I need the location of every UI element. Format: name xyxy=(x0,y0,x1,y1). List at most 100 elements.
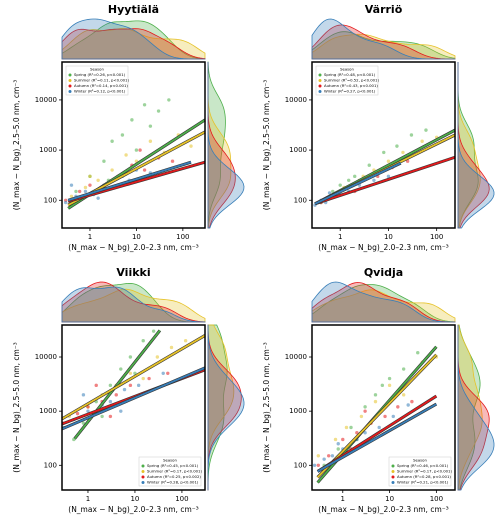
scatter-point xyxy=(169,345,174,350)
x-tick-label: 1 xyxy=(341,495,345,503)
y-tick-label: 10000 xyxy=(35,353,57,361)
scatter-point xyxy=(83,185,88,190)
x-tick-label: 100 xyxy=(430,233,443,241)
marginal-density-x xyxy=(61,286,206,323)
y-tick-label: 1000 xyxy=(39,146,57,154)
marginal-density-x xyxy=(61,18,206,60)
scatter-point xyxy=(363,431,367,435)
fit-line-color xyxy=(317,403,437,473)
scatter-point xyxy=(420,139,424,143)
scatter-point xyxy=(156,109,161,113)
marginal-density-x xyxy=(311,282,456,323)
scatter-point xyxy=(147,376,151,381)
x-tick-label: 10 xyxy=(130,495,139,503)
scatter-point xyxy=(63,200,68,205)
scatter-point xyxy=(142,103,147,107)
x-axis-label: (N_max − N_bg)_2.0–2.3 nm, cm⁻³ xyxy=(68,243,198,252)
legend-label: Spring (R²=0.48, p<0.001) xyxy=(324,72,376,77)
scatter-point xyxy=(330,454,335,458)
legend-marker xyxy=(68,79,72,82)
x-tick-label: 100 xyxy=(176,233,189,241)
marginal-density-y xyxy=(207,324,245,491)
scatter-point xyxy=(81,393,86,397)
scatter-point xyxy=(96,196,100,200)
legend-label: Summer (R²=0.17, p<0.001) xyxy=(147,469,202,474)
scatter-point xyxy=(401,393,406,397)
y-tick-label: 100 xyxy=(294,461,307,469)
scatter-point xyxy=(88,183,92,187)
marginal-density-x xyxy=(61,283,206,323)
scatter-point xyxy=(336,447,340,451)
scatter-point xyxy=(189,144,193,148)
scatter-point xyxy=(151,329,156,333)
scatter-point xyxy=(148,124,153,128)
scatter-point xyxy=(401,150,405,155)
scatter-point xyxy=(387,383,392,388)
plot-frame xyxy=(311,324,456,491)
y-tick-label: 1000 xyxy=(39,407,57,415)
fit-line-color xyxy=(61,367,206,430)
scatter-point xyxy=(391,414,395,419)
marginal-density-x xyxy=(61,288,206,323)
legend-marker xyxy=(68,84,72,88)
scatter-point xyxy=(114,393,118,397)
scatter-point xyxy=(372,178,376,182)
marginal-density-x xyxy=(61,20,206,60)
marginal-density-y xyxy=(457,324,483,491)
fit-line-color xyxy=(67,161,206,203)
scatter-point xyxy=(75,411,80,416)
legend-marker xyxy=(141,464,145,468)
scatter-point xyxy=(141,376,145,381)
fit-line-color xyxy=(314,156,456,205)
scatter-point xyxy=(110,168,114,172)
plot-frame xyxy=(311,61,456,229)
y-tick-label: 100 xyxy=(44,196,57,204)
scatter-point xyxy=(108,399,113,404)
scatter-point xyxy=(401,367,406,371)
fit-line-color xyxy=(73,329,161,440)
scatter-point xyxy=(155,355,160,359)
y-axis-label: (N_max − N_bg)_2.5–5.0 nm, cm⁻³ xyxy=(262,80,271,210)
legend-label: Spring (R²=0.46, p<0.001) xyxy=(397,463,449,468)
scatter-point xyxy=(312,463,317,468)
scatter-point xyxy=(110,139,114,143)
x-axis-label: (N_max − N_bg)_2.0–2.3 nm, cm⁻³ xyxy=(68,505,198,514)
x-tick-label: 1 xyxy=(86,495,90,503)
scatter-point xyxy=(77,189,82,194)
scatter-point xyxy=(69,183,74,187)
scatter-point xyxy=(166,371,170,376)
legend-label: Winter (R²=0.12, p<0.001) xyxy=(74,89,126,94)
marginal-density-y xyxy=(207,324,228,491)
scatter-point xyxy=(341,437,345,442)
legend-label: Summer (R²=0.11, p<0.001) xyxy=(74,78,129,83)
scatter-point xyxy=(170,159,175,163)
legend-title: Season xyxy=(90,67,104,72)
legend-box xyxy=(65,65,129,96)
scatter-point xyxy=(138,148,142,152)
y-tick-label: 10000 xyxy=(35,96,57,104)
marginal-density-y xyxy=(207,62,245,229)
scatter-point xyxy=(122,387,127,392)
legend-marker xyxy=(391,475,395,479)
scatter-point xyxy=(347,178,351,182)
y-tick-label: 1000 xyxy=(289,407,307,415)
legend-label: Autumn (R²=0.14, p<0.001) xyxy=(74,83,128,88)
scatter-point xyxy=(327,191,332,195)
legend-marker xyxy=(318,90,322,93)
panel-title: Värriö xyxy=(365,3,403,16)
legend-label: Winter (R²=0.21, p<0.001) xyxy=(397,480,449,485)
legend-marker xyxy=(141,470,145,473)
scatter-point xyxy=(316,454,321,458)
x-tick-label: 10 xyxy=(385,495,394,503)
scatter-point xyxy=(367,163,371,167)
scatter-point xyxy=(108,414,113,419)
legend-title: Season xyxy=(163,458,177,463)
y-axis-label: (N_max − N_bg)_2.5–5.0 nm, cm⁻³ xyxy=(12,80,21,210)
marginal-density-y xyxy=(207,61,226,229)
scatter-point xyxy=(373,399,378,404)
y-tick-label: 100 xyxy=(44,461,57,469)
legend-label: Autumn (R²=0.25, p<0.002) xyxy=(147,474,201,479)
x-tick-label: 10 xyxy=(384,233,393,241)
legend-box xyxy=(315,65,379,96)
